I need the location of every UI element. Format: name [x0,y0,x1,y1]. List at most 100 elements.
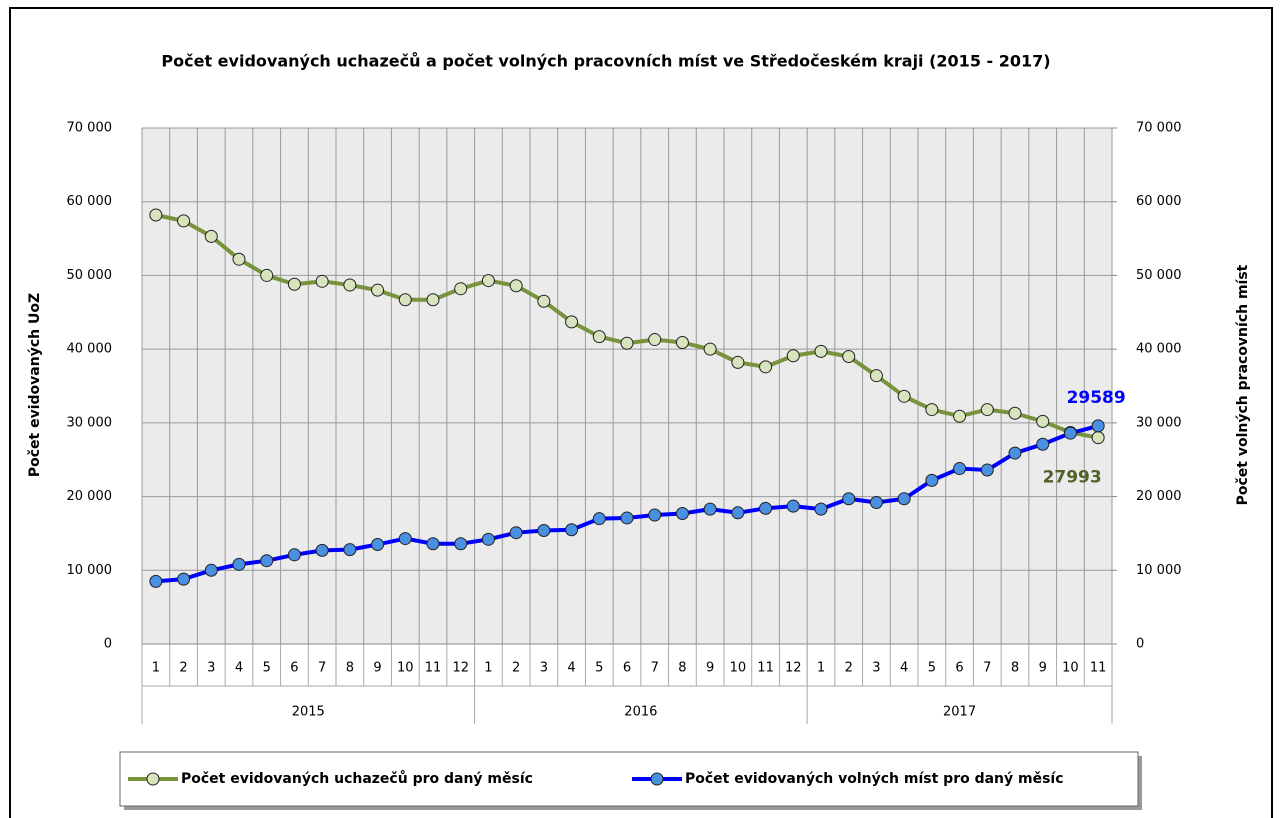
point [537,523,551,537]
point [315,543,329,557]
point [343,278,357,292]
point [869,495,883,509]
x-tick-label: 12 [785,661,802,676]
x-tick-label: 4 [900,661,908,676]
point [537,294,551,308]
x-tick-label: 6 [290,661,298,676]
point [703,342,717,356]
legend-marker [146,772,160,786]
x-tick-label: 9 [373,661,381,676]
point [481,274,495,288]
point [260,554,274,568]
point [371,283,385,297]
point [980,403,994,417]
x-group-label: 2016 [624,705,657,720]
x-tick-label: 2 [179,661,187,676]
point [315,274,329,288]
y2-tick-label: 0 [1136,637,1144,652]
chart-title: Počet evidovaných uchazečů a počet volný… [161,52,1050,71]
point [675,507,689,521]
x-tick-label: 3 [207,661,215,676]
point [786,349,800,363]
point [149,574,163,588]
point [1063,426,1077,440]
point [786,499,800,513]
x-tick-label: 2 [512,661,520,676]
y-tick-label: 20 000 [67,489,113,504]
point [814,344,828,358]
y2-axis-label: Počet volných pracovních míst [1235,264,1251,505]
x-tick-label: 9 [1039,661,1047,676]
point [648,333,662,347]
legend-marker [650,772,664,786]
point [287,548,301,562]
point [565,523,579,537]
y-tick-label: 60 000 [67,194,113,209]
y-tick-label: 30 000 [67,415,113,430]
point [454,537,468,551]
x-tick-label: 8 [678,661,686,676]
point [592,330,606,344]
point [426,537,440,551]
value-label: 29589 [1067,388,1126,408]
point [398,532,412,546]
point [177,572,191,586]
x-tick-label: 11 [425,661,442,676]
x-group-label: 2015 [292,705,325,720]
point [759,501,773,515]
x-tick-label: 8 [1011,661,1019,676]
point [731,506,745,520]
x-tick-label: 11 [1090,661,1107,676]
x-tick-label: 5 [928,661,936,676]
legend [119,751,1139,807]
point [149,208,163,222]
point [481,532,495,546]
point [675,336,689,350]
x-tick-label: 2 [845,661,853,676]
x-tick-label: 3 [540,661,548,676]
y2-tick-label: 30 000 [1136,415,1182,430]
x-tick-label: 4 [235,661,243,676]
point [925,473,939,487]
x-tick-label: 5 [595,661,603,676]
point [842,350,856,364]
point [869,369,883,383]
point [454,282,468,296]
x-tick-label: 9 [706,661,714,676]
x-tick-label: 10 [1062,661,1079,676]
point [980,463,994,477]
value-label: 27993 [1043,468,1102,488]
x-tick-label: 3 [872,661,880,676]
point [1036,437,1050,451]
legend-label: Počet evidovaných uchazečů pro daný měsí… [181,770,533,787]
y-tick-label: 10 000 [67,563,113,578]
y2-tick-label: 20 000 [1136,489,1182,504]
point [232,557,246,571]
x-tick-label: 10 [730,661,747,676]
y-tick-label: 0 [104,637,112,652]
x-tick-label: 6 [955,661,963,676]
point [565,315,579,329]
point [232,252,246,266]
point [953,462,967,476]
y2-tick-label: 10 000 [1136,563,1182,578]
x-tick-label: 1 [484,661,492,676]
point [1036,414,1050,428]
legend-label: Počet evidovaných volných míst pro daný … [685,771,1064,787]
y2-tick-label: 60 000 [1136,194,1182,209]
x-tick-label: 7 [983,661,991,676]
point [925,403,939,417]
point [1008,446,1022,460]
point [204,563,218,577]
point [177,214,191,228]
y2-tick-label: 50 000 [1136,268,1182,283]
y-tick-label: 70 000 [67,121,113,136]
point [509,526,523,540]
point [953,409,967,423]
x-tick-label: 1 [817,661,825,676]
point [897,492,911,506]
y-tick-label: 50 000 [67,268,113,283]
point [260,268,274,282]
point [759,360,773,374]
x-tick-label: 10 [397,661,414,676]
